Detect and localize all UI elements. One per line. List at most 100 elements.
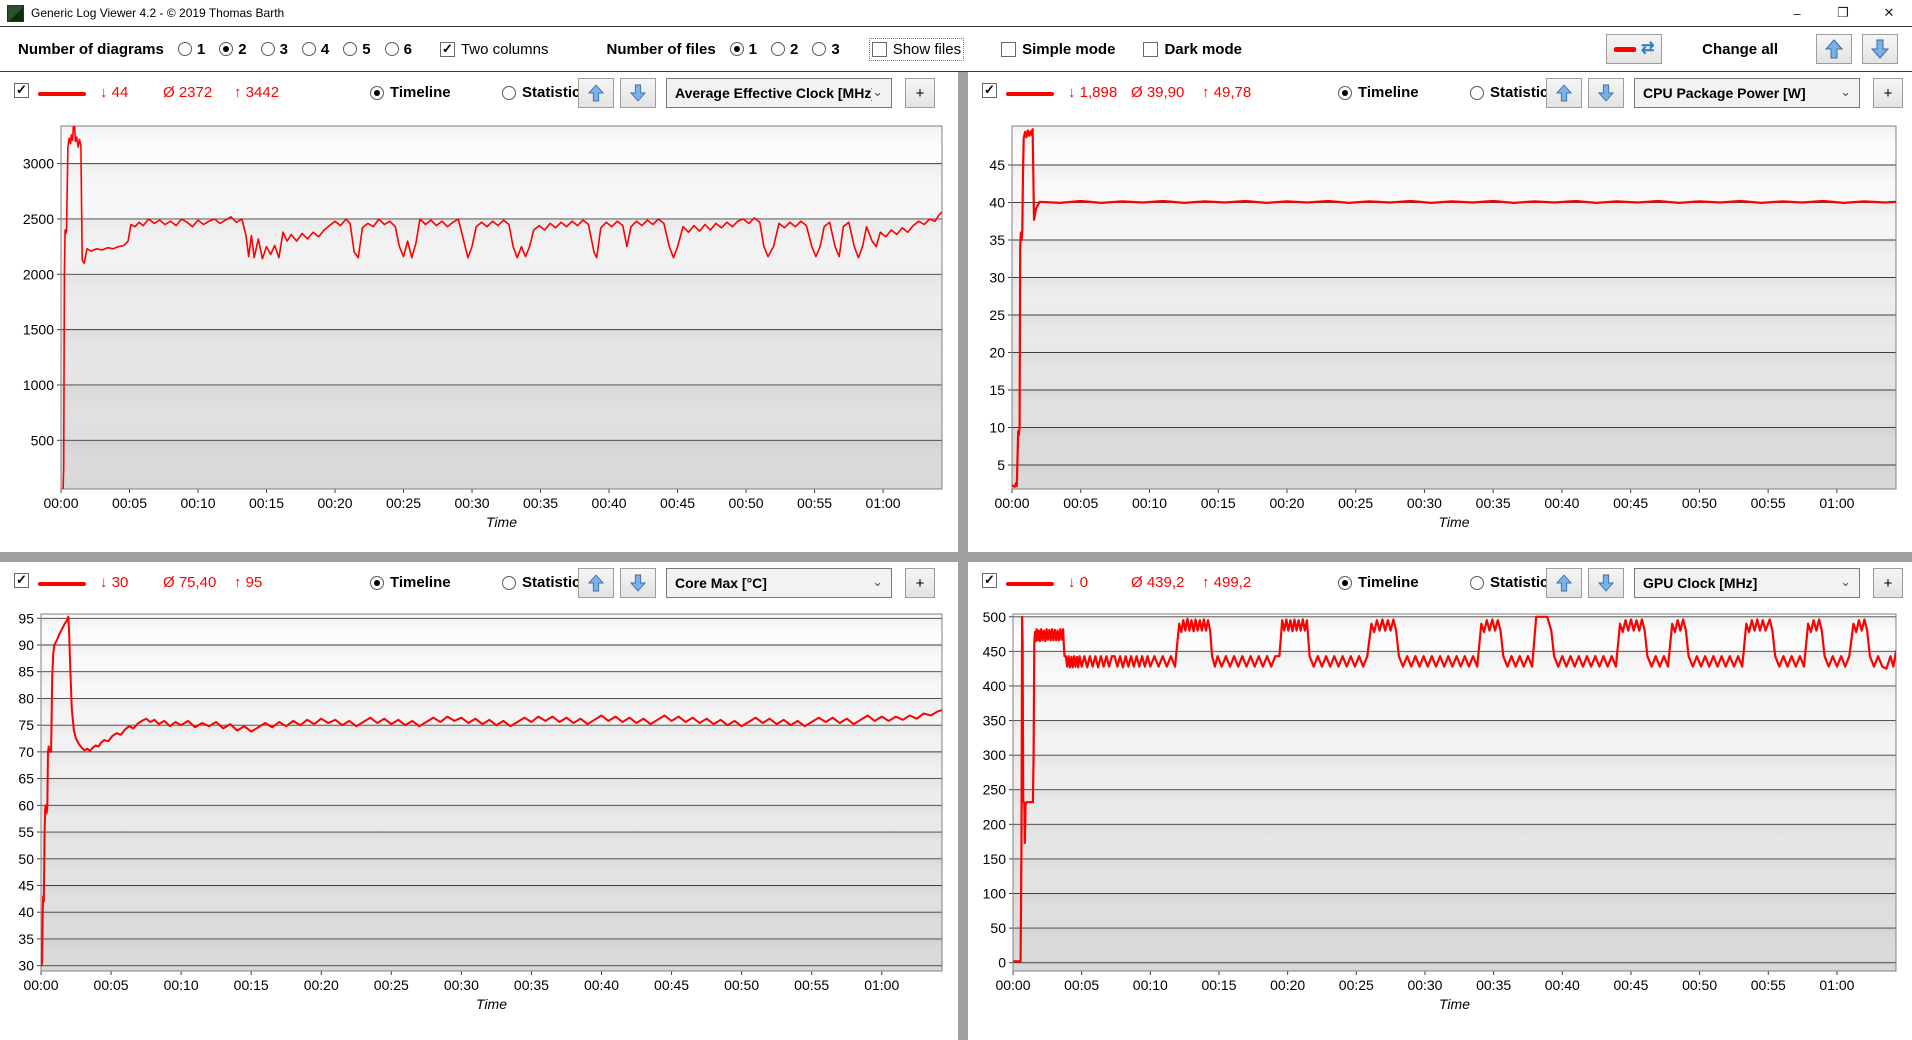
move-series-down-button[interactable] xyxy=(620,78,656,108)
svg-text:00:00: 00:00 xyxy=(23,977,58,993)
metric-dropdown[interactable]: Core Max [°C] ⌄ xyxy=(666,568,892,598)
number-of-files-label: Number of files xyxy=(606,40,716,58)
svg-text:400: 400 xyxy=(983,678,1007,694)
radio-files-2[interactable]: 2 xyxy=(771,41,798,58)
move-series-up-button[interactable] xyxy=(1546,568,1582,598)
dark-mode-checkbox[interactable]: Dark mode xyxy=(1143,41,1242,58)
two-columns-checkbox[interactable]: ✓ Two columns xyxy=(439,41,548,58)
timeline-radio[interactable]: Timeline xyxy=(1338,574,1419,591)
add-series-button[interactable]: + xyxy=(1873,568,1903,598)
series-color-swatch[interactable] xyxy=(1006,582,1054,586)
chevron-down-icon: ⌄ xyxy=(1840,573,1851,589)
panel-core-max: ✓ ↓ 30 Ø 75,40 ↑ 95 Timeline Statistic C… xyxy=(0,562,958,1040)
restore-button[interactable]: ❐ xyxy=(1837,5,1849,20)
svg-text:00:20: 00:20 xyxy=(1269,495,1304,511)
statistic-radio[interactable]: Statistic xyxy=(502,84,580,101)
svg-text:35: 35 xyxy=(989,232,1005,248)
metric-dropdown[interactable]: Average Effective Clock [MHz] ⌄ xyxy=(666,78,892,108)
svg-text:40: 40 xyxy=(989,195,1005,211)
move-series-up-button[interactable] xyxy=(1546,78,1582,108)
svg-text:30: 30 xyxy=(18,958,34,974)
svg-text:00:30: 00:30 xyxy=(455,495,490,511)
svg-text:00:35: 00:35 xyxy=(514,977,549,993)
radio-diagrams-6[interactable]: 6 xyxy=(384,41,412,58)
radio-diagrams-5[interactable]: 5 xyxy=(343,41,371,58)
series-color-swatch[interactable] xyxy=(38,582,86,586)
svg-text:00:15: 00:15 xyxy=(234,977,269,993)
close-button[interactable]: ✕ xyxy=(1883,5,1895,20)
move-series-down-button[interactable] xyxy=(620,568,656,598)
svg-text:00:55: 00:55 xyxy=(1751,495,1786,511)
timeline-radio[interactable]: Timeline xyxy=(370,574,451,591)
svg-text:90: 90 xyxy=(18,637,34,653)
add-series-button[interactable]: + xyxy=(905,568,935,598)
svg-text:00:10: 00:10 xyxy=(1132,495,1167,511)
arrow-down-icon xyxy=(630,84,646,102)
series-color-swatch[interactable] xyxy=(1006,92,1054,96)
svg-text:00:05: 00:05 xyxy=(1064,977,1099,993)
change-all-color-button[interactable]: ⇄ xyxy=(1606,34,1663,64)
radio-diagrams-3[interactable]: 3 xyxy=(260,41,288,58)
series-enabled-checkbox[interactable]: ✓ xyxy=(14,83,29,98)
svg-text:00:35: 00:35 xyxy=(1476,495,1511,511)
svg-text:00:10: 00:10 xyxy=(164,977,199,993)
diagram-grid: ✓ ↓ 44 Ø 2372 ↑ 3442 Timeline Statistic … xyxy=(0,72,1912,1040)
statistic-radio[interactable]: Statistic xyxy=(502,574,580,591)
svg-text:00:55: 00:55 xyxy=(797,495,832,511)
svg-text:00:55: 00:55 xyxy=(1751,977,1786,993)
svg-text:60: 60 xyxy=(18,797,34,813)
panel-header: ✓ ↓ 30 Ø 75,40 ↑ 95 Timeline Statistic C… xyxy=(0,562,958,606)
svg-text:85: 85 xyxy=(18,664,34,680)
change-all-down-button[interactable] xyxy=(1862,34,1898,64)
svg-text:200: 200 xyxy=(983,816,1007,832)
radio-diagrams-2[interactable]: 2 xyxy=(219,41,247,58)
svg-text:00:20: 00:20 xyxy=(304,977,339,993)
timeline-radio[interactable]: Timeline xyxy=(370,84,451,101)
radio-diagrams-1[interactable]: 1 xyxy=(177,41,205,58)
svg-text:00:45: 00:45 xyxy=(660,495,695,511)
panel-gpu-clock: ✓ ↓ 0 Ø 439,2 ↑ 499,2 Timeline Statistic… xyxy=(968,562,1912,1040)
svg-text:Time: Time xyxy=(476,996,507,1012)
radio-diagrams-4[interactable]: 4 xyxy=(301,41,329,58)
move-series-down-button[interactable] xyxy=(1588,78,1624,108)
svg-text:45: 45 xyxy=(989,157,1005,173)
series-enabled-checkbox[interactable]: ✓ xyxy=(982,83,997,98)
arrow-up-icon xyxy=(1825,39,1843,59)
statistic-radio[interactable]: Statistic xyxy=(1470,574,1548,591)
svg-text:00:25: 00:25 xyxy=(1339,977,1374,993)
add-series-button[interactable]: + xyxy=(1873,78,1903,108)
svg-text:50: 50 xyxy=(990,920,1006,936)
svg-text:01:00: 01:00 xyxy=(1819,495,1854,511)
svg-text:40: 40 xyxy=(18,904,34,920)
move-series-up-button[interactable] xyxy=(578,568,614,598)
minimize-button[interactable]: – xyxy=(1793,5,1801,21)
check-icon: ✓ xyxy=(984,572,995,587)
series-enabled-checkbox[interactable]: ✓ xyxy=(14,573,29,588)
change-all-up-button[interactable] xyxy=(1816,34,1852,64)
svg-text:00:50: 00:50 xyxy=(724,977,759,993)
series-color-swatch[interactable] xyxy=(38,92,86,96)
radio-files-3[interactable]: 3 xyxy=(812,41,840,58)
timeline-chart: 5 10 15 20 25 30 35 40 45 00:00 00:05 00:10 00:15 00:… xyxy=(989,125,1897,530)
arrow-down-icon xyxy=(1598,574,1614,592)
statistic-radio[interactable]: Statistic xyxy=(1470,84,1548,101)
svg-text:00:35: 00:35 xyxy=(1476,977,1511,993)
metric-dropdown[interactable]: GPU Clock [MHz] ⌄ xyxy=(1634,568,1860,598)
series-enabled-checkbox[interactable]: ✓ xyxy=(982,573,997,588)
stat-min: ↓ 1,898 xyxy=(1068,84,1118,101)
stat-max: ↑ 95 xyxy=(234,574,263,591)
timeline-radio[interactable]: Timeline xyxy=(1338,84,1419,101)
radio-files-1[interactable]: 1 xyxy=(729,41,757,58)
simple-mode-checkbox[interactable]: Simple mode xyxy=(1001,41,1115,58)
show-files-checkbox[interactable]: Show files xyxy=(868,37,965,61)
arrow-up-icon xyxy=(588,84,604,102)
metric-dropdown[interactable]: CPU Package Power [W] ⌄ xyxy=(1634,78,1860,108)
move-series-down-button[interactable] xyxy=(1588,568,1624,598)
panel-cpu-package-power: ✓ ↓ 1,898 Ø 39,90 ↑ 49,78 Timeline Stati… xyxy=(968,72,1912,552)
move-series-up-button[interactable] xyxy=(578,78,614,108)
add-series-button[interactable]: + xyxy=(905,78,935,108)
svg-text:2500: 2500 xyxy=(23,211,54,227)
svg-text:1500: 1500 xyxy=(23,322,54,338)
svg-text:01:00: 01:00 xyxy=(1819,977,1854,993)
svg-text:15: 15 xyxy=(989,382,1005,398)
